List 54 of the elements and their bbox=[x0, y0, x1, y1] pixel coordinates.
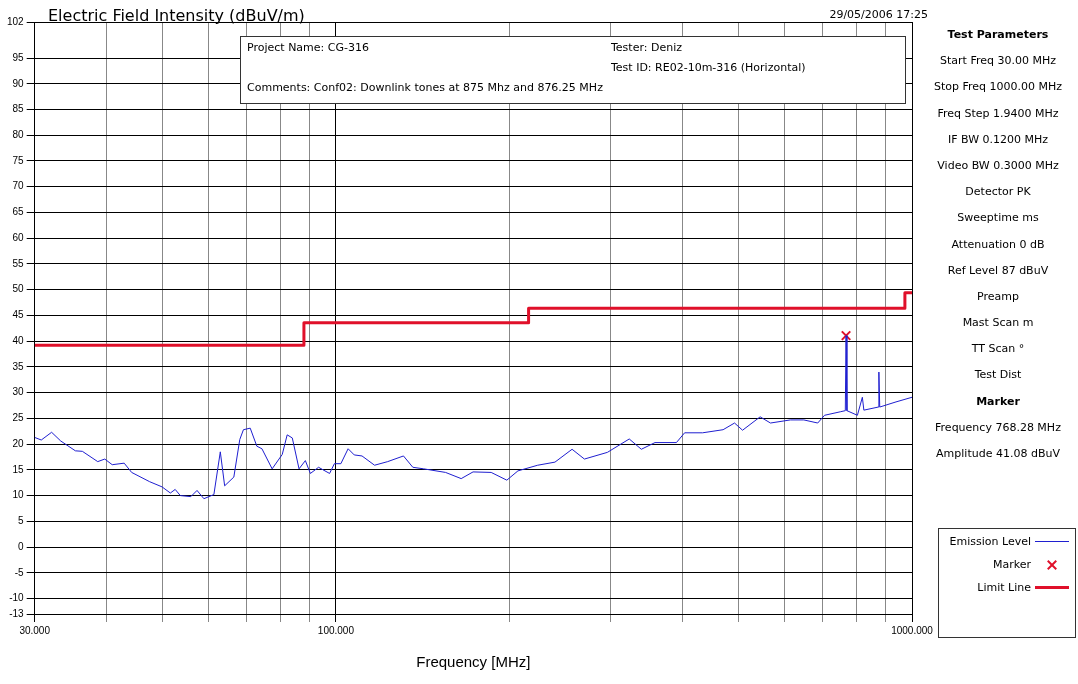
annotation: Test ID: RE02-10m-316 (Horizontal) bbox=[611, 61, 806, 74]
text: Mast Scan m bbox=[961, 316, 1035, 332]
y-tick-label: 5 bbox=[18, 515, 25, 527]
text: Ref Level 87 dBuV bbox=[946, 263, 1050, 279]
y-tick-label: 25 bbox=[12, 412, 25, 424]
text: Attenuation 0 dB bbox=[950, 237, 1046, 253]
x-tick-label: 100.000 bbox=[317, 624, 355, 636]
annotation: Tester: Deniz bbox=[611, 41, 683, 54]
chart-title: Electric Field Intensity (dBuV/m) bbox=[48, 6, 305, 25]
legend-label: Emission Level bbox=[949, 535, 1031, 548]
y-tick-label: 90 bbox=[12, 77, 25, 89]
text: IF BW 0.1200 MHz bbox=[946, 132, 1050, 148]
legend-label: Limit Line bbox=[977, 581, 1031, 594]
y-tick-label: -10 bbox=[9, 592, 25, 604]
y-tick-label: 30 bbox=[12, 386, 25, 398]
text: 29/05/2006 17:25 bbox=[829, 8, 928, 21]
y-tick-label: 70 bbox=[12, 180, 25, 192]
text: Preamp bbox=[976, 289, 1020, 305]
y-tick-label: -13 bbox=[9, 607, 25, 619]
text: Video BW 0.3000 MHz bbox=[936, 158, 1060, 174]
y-tick-label: 95 bbox=[12, 51, 25, 63]
text: Start Freq 30.00 MHz bbox=[939, 54, 1057, 70]
text: Detector PK bbox=[964, 185, 1032, 201]
y-tick-label: 60 bbox=[12, 231, 25, 243]
y-tick-label: 45 bbox=[12, 309, 25, 321]
text: Stop Freq 1000.00 MHz bbox=[932, 80, 1064, 96]
y-tick-label: 35 bbox=[12, 360, 25, 372]
y-tick-label: 10 bbox=[12, 489, 25, 501]
text: Test Dist bbox=[973, 368, 1023, 384]
y-tick-label: 75 bbox=[12, 154, 25, 166]
y-tick-label: 102 bbox=[7, 15, 25, 27]
text: TT Scan ° bbox=[970, 342, 1026, 358]
annotation: Project Name: CG-316 bbox=[247, 41, 369, 54]
y-tick-label: 65 bbox=[12, 206, 25, 218]
x-axis-title: Frequency [MHz] bbox=[416, 653, 531, 671]
x-tick-label: 1000.000 bbox=[891, 624, 934, 636]
y-tick-label: 40 bbox=[12, 334, 25, 346]
text: Sweeptime ms bbox=[956, 211, 1040, 227]
y-tick-label: -5 bbox=[14, 566, 25, 578]
y-tick-label: 15 bbox=[12, 463, 25, 475]
legend-label: Marker bbox=[992, 558, 1031, 571]
y-tick-label: 55 bbox=[12, 257, 25, 269]
y-tick-label: 20 bbox=[12, 437, 25, 449]
y-tick-label: 50 bbox=[12, 283, 25, 295]
text: Frequency 768.28 MHz bbox=[934, 420, 1062, 436]
x-tick-label: 30.000 bbox=[19, 624, 51, 636]
text: Test Parameters bbox=[946, 28, 1050, 43]
y-tick-label: 80 bbox=[12, 129, 25, 140]
text: Amplitude 41.08 dBuV bbox=[935, 447, 1061, 462]
text: Marker bbox=[975, 394, 1021, 410]
y-tick-label: 0 bbox=[18, 540, 25, 552]
annotation: Comments: Conf02: Downlink tones at 875 Mhz and 876.25 MHz bbox=[247, 81, 603, 94]
text: Freq Step 1.9400 MHz bbox=[936, 106, 1060, 122]
y-tick-label: 85 bbox=[12, 103, 25, 115]
